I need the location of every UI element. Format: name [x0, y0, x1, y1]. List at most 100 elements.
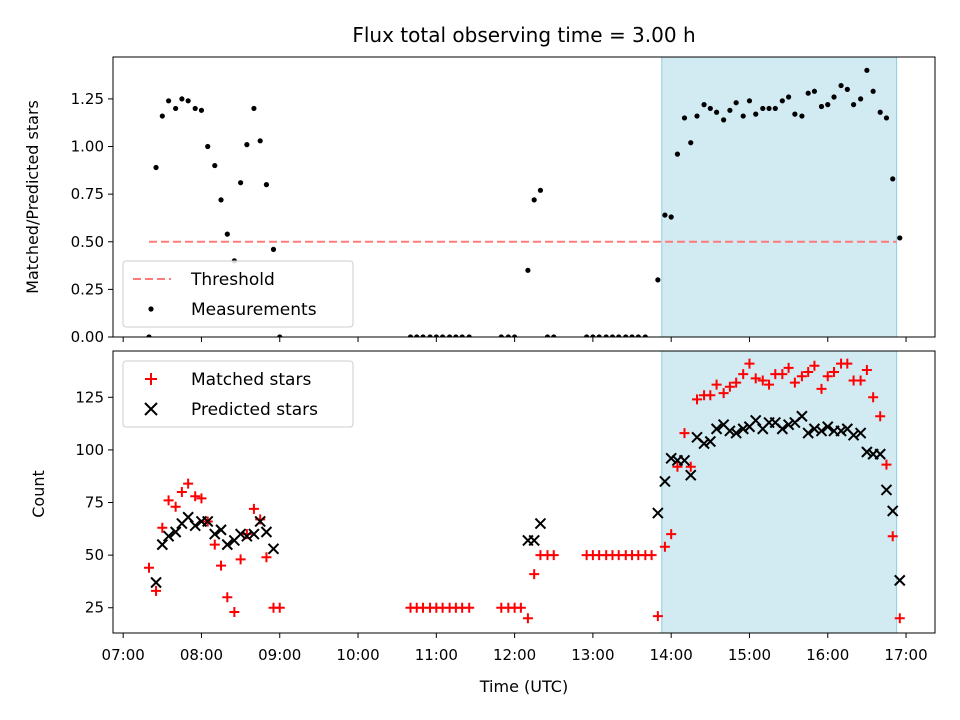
- measurement-point: [831, 94, 837, 100]
- matched-star-point: [652, 611, 663, 622]
- measurement-point: [414, 334, 420, 337]
- measurement-point: [694, 113, 700, 119]
- measurement-point: [153, 164, 159, 171]
- x-tick-label: 09:00: [258, 646, 301, 664]
- legend-box: [122, 360, 354, 428]
- legend-predicted-swatch: [144, 402, 158, 416]
- predicted-star-point: [528, 534, 540, 547]
- predicted-star-point: [802, 427, 814, 439]
- legend-label: Measurements: [191, 300, 317, 320]
- measurement-point: [603, 334, 609, 337]
- matched-star-point: [809, 360, 820, 371]
- measurement-point: [733, 100, 739, 106]
- predicted-star-point: [260, 526, 273, 538]
- legend-matched-swatch: [145, 373, 157, 385]
- measurement-point: [212, 162, 218, 169]
- matched-star-point: [522, 613, 533, 624]
- matched-star-point: [738, 369, 749, 380]
- measurement-point: [818, 103, 825, 110]
- matched-star-point: [718, 388, 729, 399]
- measurement-point: [746, 98, 753, 104]
- measurement-point: [858, 96, 864, 102]
- matched-star-point: [163, 495, 174, 506]
- matched-star-point: [216, 560, 227, 571]
- measurement-point: [838, 82, 844, 89]
- predicted-star-point: [150, 576, 162, 589]
- measurement-point: [786, 94, 792, 100]
- matched-star-point: [750, 373, 761, 384]
- predicted-star-point: [534, 517, 547, 530]
- measurement-point: [505, 334, 511, 337]
- predicted-star-point: [815, 425, 828, 437]
- measurement-point: [897, 235, 903, 241]
- measurement-point: [825, 102, 831, 108]
- measurement-point: [192, 105, 198, 112]
- matched-star-point: [777, 369, 788, 380]
- measurement-point: [883, 115, 890, 121]
- predicted-star-point: [737, 423, 749, 435]
- data-layer: [144, 358, 906, 624]
- measurement-point: [779, 98, 785, 104]
- measurement-point: [270, 246, 277, 252]
- measurement-point: [433, 334, 439, 337]
- measurement-point: [551, 334, 557, 337]
- measurement-point: [584, 334, 590, 337]
- x-tick-label: 08:00: [180, 646, 223, 664]
- measurement-point: [224, 231, 230, 237]
- predicted-star-point: [704, 435, 717, 448]
- y-tick-label: 0.50: [71, 233, 104, 251]
- y-axis-label-bottom: Count: [29, 470, 48, 518]
- matched-star-point: [274, 602, 285, 613]
- measurement-point: [427, 334, 433, 337]
- measurement-point: [772, 105, 778, 112]
- matched-star-point: [816, 383, 827, 394]
- matched-star-point: [679, 428, 690, 439]
- measurement-point: [244, 142, 250, 148]
- y-tick-label: 100: [75, 441, 104, 459]
- measurement-point: [498, 334, 504, 337]
- legend: Matched stars Predicted stars: [122, 360, 354, 428]
- matched-star-point: [157, 522, 168, 533]
- measurement-point: [525, 267, 531, 273]
- matched-star-point: [842, 358, 853, 369]
- measurement-point: [890, 176, 896, 182]
- measurement-point: [753, 111, 759, 117]
- predicted-star-point: [874, 448, 886, 460]
- measurement-point: [850, 102, 857, 108]
- measurement-point: [544, 334, 551, 337]
- matched-star-point: [170, 501, 181, 512]
- matched-star-point: [515, 602, 526, 613]
- matched-star-point: [229, 606, 240, 617]
- x-axis-label: Time (UTC): [479, 677, 568, 696]
- predicted-star-point: [685, 469, 697, 481]
- matched-star-point: [672, 461, 683, 472]
- x-tick-label: 11:00: [415, 646, 458, 664]
- x-tick-label: 13:00: [571, 646, 614, 664]
- predicted-star-point: [162, 530, 175, 542]
- matched-star-point: [783, 362, 794, 373]
- matched-star-point: [829, 367, 840, 378]
- predicted-star-point: [659, 475, 671, 488]
- measurement-point: [766, 105, 772, 112]
- matched-star-point: [822, 371, 833, 382]
- matched-star-point: [887, 531, 898, 542]
- matched-star-point: [764, 379, 775, 390]
- matched-star-point: [724, 381, 735, 392]
- predicted-star-point: [678, 454, 691, 467]
- matched-star-point: [151, 585, 162, 596]
- matched-star-point: [222, 592, 233, 603]
- measurement-point: [537, 187, 544, 193]
- matched-star-point: [868, 392, 879, 403]
- matched-star-point: [176, 487, 187, 497]
- measurement-point: [205, 143, 211, 150]
- measurement-point: [870, 88, 876, 94]
- matched-star-point: [731, 377, 742, 388]
- y-axis-label-top: Matched/Predicted stars: [23, 100, 42, 294]
- matched-star-point: [894, 613, 905, 624]
- y-tick-label: 1.00: [71, 138, 104, 156]
- measurement-point: [701, 102, 707, 108]
- x-tick-label: 15:00: [728, 646, 771, 664]
- predicted-star-point: [880, 484, 893, 496]
- measurement-point: [179, 96, 185, 102]
